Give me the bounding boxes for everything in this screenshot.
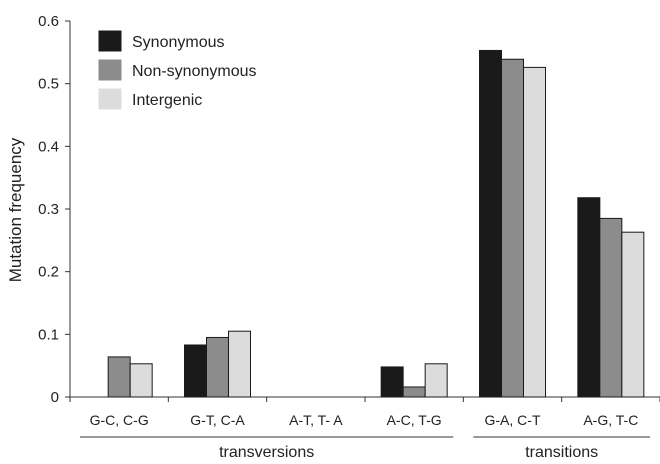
legend-label-synonymous: Synonymous [132, 34, 225, 51]
bar-non-synonymous-a-g-t-c [599, 217, 623, 398]
bar-non-synonymous-g-c-c-g [107, 356, 131, 398]
bar-non-synonymous-g-a-c-t [501, 58, 524, 398]
bar-intergenic-g-t-c-a [228, 330, 251, 398]
x-axis: G-C, C-G G-T, C-A A-T, T- A A-C, T-G G-A, C-… [69, 396, 660, 428]
bar-synonymous-a-c-t-g [380, 366, 404, 398]
bar-synonymous-g-a-c-t [479, 49, 502, 398]
legend-swatch-non-synonymous [98, 59, 122, 81]
legend-swatch-synonymous [98, 30, 122, 52]
y-tick-label: 0.3 [38, 201, 59, 218]
category-label-g-a-c-t: G-A, C-T [485, 412, 541, 428]
y-axis: 0 0.1 0.2 0.3 0.4 0.5 0.6 [38, 13, 71, 406]
bar-intergenic-g-a-c-t [523, 66, 546, 398]
y-tick-label: 0 [51, 389, 59, 406]
legend-label-non-synonymous: Non-synonymous [132, 63, 257, 80]
bar-synonymous-a-g-t-c [577, 197, 601, 398]
category-label-a-t-t-a: A-T, T- A [289, 412, 343, 428]
group-label-transitions: transitions [525, 444, 598, 461]
y-tick-label: 0.5 [38, 76, 59, 93]
y-tick-label: 0.6 [38, 13, 59, 30]
category-label-a-c-t-g: A-C, T-G [387, 412, 442, 428]
group-label-transversions: transversions [219, 444, 314, 461]
category-label-g-c-c-g: G-C, C-G [90, 412, 149, 428]
legend-label-intergenic: Intergenic [132, 92, 202, 109]
bar-non-synonymous-g-t-c-a [206, 336, 229, 398]
bar-synonymous-g-t-c-a [184, 344, 207, 398]
category-groups: transversions transitions [80, 436, 650, 461]
category-label-g-t-c-a: G-T, C-A [190, 412, 245, 428]
y-axis-title: Mutation frequency [6, 137, 25, 282]
category-label-a-g-t-c: A-G, T-C [583, 412, 638, 428]
y-tick-label: 0.2 [38, 264, 59, 281]
legend: Synonymous Non-synonymous Intergenic [98, 30, 257, 110]
legend-swatch-intergenic [98, 88, 122, 110]
bars [107, 49, 645, 398]
bar-non-synonymous-a-c-t-g [402, 386, 426, 398]
bar-intergenic-a-g-t-c [621, 231, 645, 398]
bar-intergenic-g-c-c-g [129, 363, 153, 398]
y-tick-label: 0.1 [38, 326, 59, 343]
y-tick-label: 0.4 [38, 138, 59, 155]
bar-intergenic-a-c-t-g [424, 363, 448, 398]
